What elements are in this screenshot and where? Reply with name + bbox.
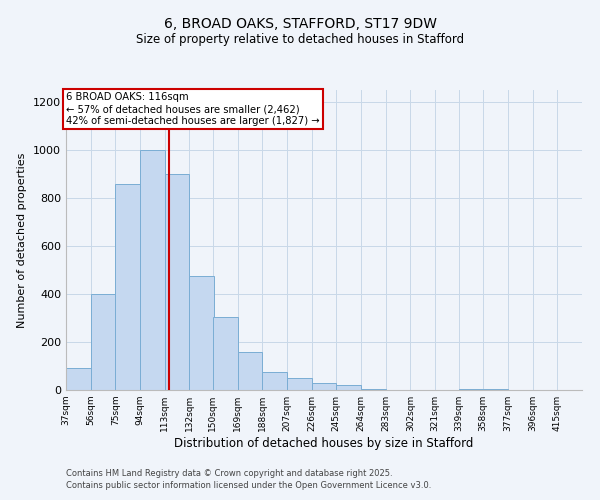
Y-axis label: Number of detached properties: Number of detached properties xyxy=(17,152,28,328)
Text: Size of property relative to detached houses in Stafford: Size of property relative to detached ho… xyxy=(136,32,464,46)
Text: Contains HM Land Registry data © Crown copyright and database right 2025.: Contains HM Land Registry data © Crown c… xyxy=(66,468,392,477)
Bar xyxy=(91,294,115,390)
Bar xyxy=(287,378,311,390)
Bar xyxy=(66,368,91,390)
Text: 6 BROAD OAKS: 116sqm
← 57% of detached houses are smaller (2,462)
42% of semi-de: 6 BROAD OAKS: 116sqm ← 57% of detached h… xyxy=(66,92,320,126)
Bar xyxy=(115,184,140,390)
Bar xyxy=(337,385,361,390)
Bar xyxy=(361,389,386,390)
Bar xyxy=(262,372,287,390)
Text: 6, BROAD OAKS, STAFFORD, ST17 9DW: 6, BROAD OAKS, STAFFORD, ST17 9DW xyxy=(163,18,437,32)
Bar xyxy=(458,389,483,390)
X-axis label: Distribution of detached houses by size in Stafford: Distribution of detached houses by size … xyxy=(175,437,473,450)
Bar xyxy=(190,276,214,390)
Bar xyxy=(311,383,337,390)
Bar xyxy=(165,174,190,390)
Bar xyxy=(213,317,238,390)
Text: Contains public sector information licensed under the Open Government Licence v3: Contains public sector information licen… xyxy=(66,481,431,490)
Bar xyxy=(140,150,165,390)
Bar xyxy=(238,352,262,390)
